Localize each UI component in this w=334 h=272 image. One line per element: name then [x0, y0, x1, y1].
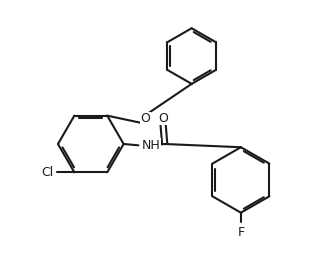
Text: Cl: Cl — [41, 166, 53, 179]
Text: F: F — [237, 226, 244, 239]
Text: O: O — [158, 112, 168, 125]
Text: O: O — [141, 112, 151, 125]
Text: NH: NH — [142, 139, 160, 152]
